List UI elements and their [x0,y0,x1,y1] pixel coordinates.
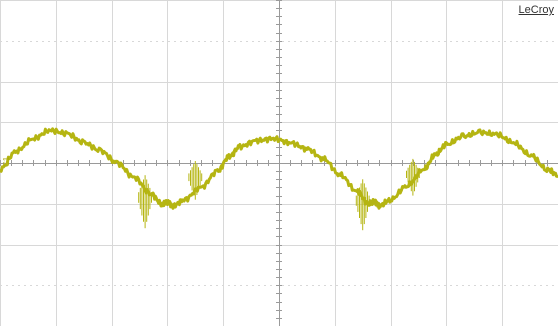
noise-spike [355,179,370,231]
noise-spike [188,161,203,200]
series-line [0,127,558,210]
brand-logo: LeCroy [518,4,554,16]
waveform-trace [0,127,558,231]
noise-spike [138,175,152,229]
noise-spike [406,158,420,196]
channel-marker: C1 [2,156,11,167]
